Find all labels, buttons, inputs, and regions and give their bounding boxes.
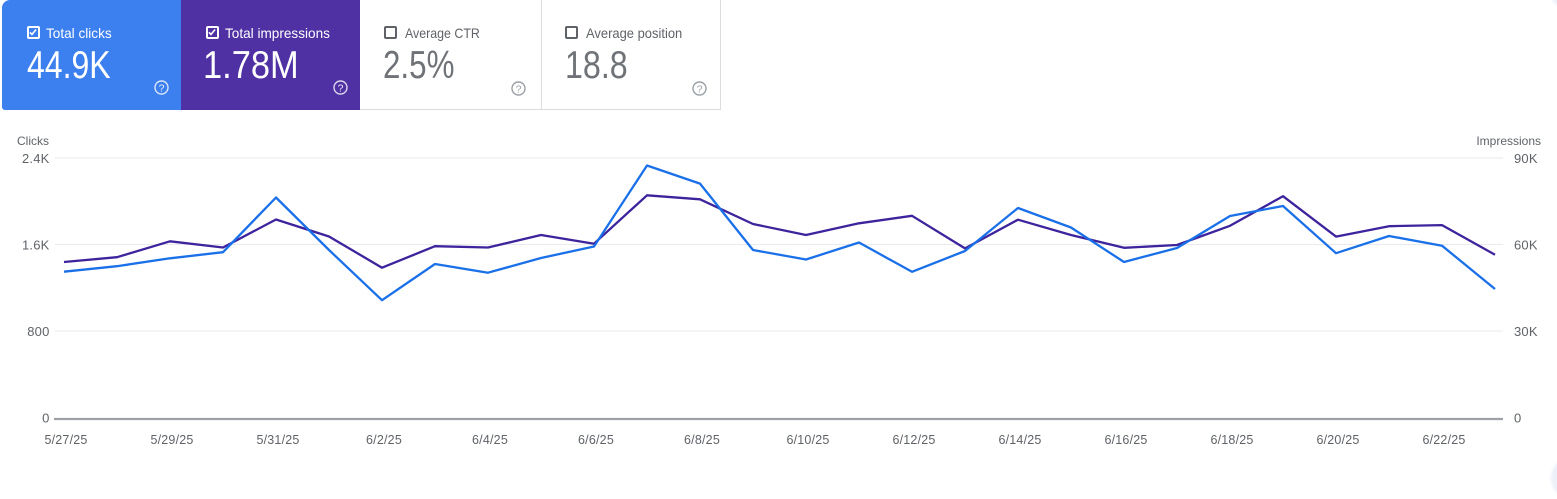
svg-text:6/4/25: 6/4/25 (472, 433, 508, 447)
svg-text:Clicks: Clicks (17, 134, 49, 148)
svg-text:6/10/25: 6/10/25 (786, 433, 829, 447)
svg-text:60K: 60K (1514, 238, 1538, 253)
svg-text:6/16/25: 6/16/25 (1104, 433, 1147, 447)
svg-text:Impressions: Impressions (1476, 134, 1541, 148)
svg-text:6/12/25: 6/12/25 (892, 433, 935, 447)
svg-text:1.6K: 1.6K (22, 238, 50, 253)
svg-text:800: 800 (27, 324, 49, 339)
svg-text:0: 0 (1514, 411, 1521, 426)
svg-text:0: 0 (42, 411, 49, 426)
svg-text:6/18/25: 6/18/25 (1210, 433, 1253, 447)
svg-text:90K: 90K (1514, 151, 1538, 166)
svg-text:?: ? (697, 83, 703, 95)
svg-text:6/22/25: 6/22/25 (1422, 433, 1465, 447)
svg-text:?: ? (158, 83, 164, 95)
svg-text:6/6/25: 6/6/25 (578, 433, 614, 447)
svg-text:6/20/25: 6/20/25 (1316, 433, 1359, 447)
svg-text:6/2/25: 6/2/25 (366, 433, 402, 447)
svg-text:6/14/25: 6/14/25 (998, 433, 1041, 447)
svg-text:5/27/25: 5/27/25 (44, 433, 87, 447)
svg-text:5/29/25: 5/29/25 (150, 433, 193, 447)
svg-text:2.4K: 2.4K (22, 151, 50, 166)
svg-text:5/31/25: 5/31/25 (256, 433, 299, 447)
svg-text:6/8/25: 6/8/25 (684, 433, 720, 447)
svg-text:?: ? (515, 83, 521, 95)
svg-text:30K: 30K (1514, 324, 1538, 339)
svg-text:?: ? (337, 83, 343, 95)
